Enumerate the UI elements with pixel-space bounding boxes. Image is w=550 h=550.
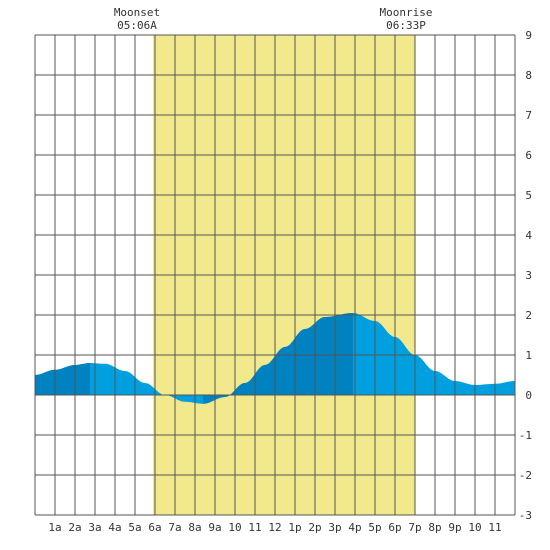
y-tick-label: 7 (525, 109, 532, 122)
y-tick-label: 6 (525, 149, 532, 162)
moonset-label: Moonset (114, 6, 160, 19)
y-tick-label: 9 (525, 29, 532, 42)
grid-lines (34, 34, 516, 516)
x-tick-label: 1a (48, 521, 61, 534)
x-tick-label: 9p (448, 521, 461, 534)
y-tick-label: 2 (525, 309, 532, 322)
y-tick-label: 5 (525, 189, 532, 202)
x-tick-label: 7a (168, 521, 181, 534)
x-tick-label: 2p (308, 521, 321, 534)
y-tick-label: 4 (525, 229, 532, 242)
moonrise-time: 06:33P (386, 19, 426, 32)
x-tick-label: 5a (128, 521, 141, 534)
y-tick-label: 1 (525, 349, 532, 362)
x-tick-label: 3a (88, 521, 101, 534)
x-tick-label: 11 (248, 521, 261, 534)
y-tick-label: 0 (525, 389, 532, 402)
y-axis-tick-labels: 9 8 7 6 5 4 3 2 1 0 -1 -2 -3 (519, 29, 533, 522)
x-tick-label: 8a (188, 521, 201, 534)
x-tick-label: 5p (368, 521, 381, 534)
x-tick-label: 2a (68, 521, 81, 534)
y-tick-label: 8 (525, 69, 532, 82)
x-tick-label: 3p (328, 521, 341, 534)
x-tick-label: 4a (108, 521, 121, 534)
x-tick-label: 10 (228, 521, 241, 534)
x-tick-label: 11 (488, 521, 501, 534)
y-tick-label: -1 (519, 429, 532, 442)
tide-area-rising (35, 363, 90, 395)
x-tick-label: 4p (348, 521, 361, 534)
x-tick-label: 6a (148, 521, 161, 534)
x-tick-label: 1p (288, 521, 301, 534)
x-tick-label: 12 (268, 521, 281, 534)
moonset-time: 05:06A (117, 19, 157, 32)
x-tick-label: 9a (208, 521, 221, 534)
x-tick-label: 8p (428, 521, 441, 534)
moonrise-annotation: Moonrise 06:33P (380, 6, 433, 32)
y-tick-label: 3 (525, 269, 532, 282)
moonset-annotation: Moonset 05:06A (114, 6, 160, 32)
y-tick-label: -3 (519, 509, 532, 522)
x-tick-label: 7p (408, 521, 421, 534)
x-tick-label: 6p (388, 521, 401, 534)
y-tick-label: -2 (519, 469, 532, 482)
x-tick-label: 10 (468, 521, 481, 534)
moonrise-label: Moonrise (380, 6, 433, 19)
x-axis-tick-labels: 1a 2a 3a 4a 5a 6a 7a 8a 9a 10 11 12 1p 2p 3p 4p 5p 6p 7p 8p… (48, 521, 501, 534)
